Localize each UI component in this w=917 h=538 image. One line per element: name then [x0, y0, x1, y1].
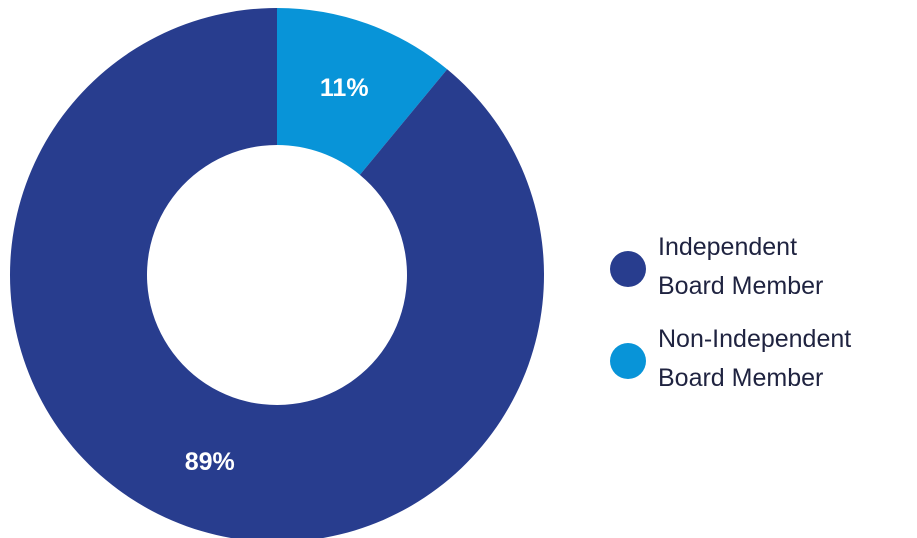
legend-label-independent-line1: Independent — [658, 233, 798, 261]
legend-label-non-independent-line2: Board Member — [658, 364, 824, 392]
chart-legend: Independent Board Member Non-Independent… — [610, 228, 910, 412]
legend-item-non-independent: Non-Independent Board Member — [610, 320, 910, 398]
slice-label-0: 11% — [320, 74, 369, 102]
legend-swatch-independent — [610, 251, 646, 287]
legend-item-independent: Independent Board Member — [610, 228, 910, 306]
donut-slices — [10, 8, 544, 538]
legend-label-independent-line2: Board Member — [658, 272, 824, 300]
slice-label-1: 89% — [185, 448, 235, 476]
legend-swatch-non-independent — [610, 343, 646, 379]
donut-slice-1 — [10, 8, 544, 538]
legend-label-non-independent-line1: Non-Independent — [658, 325, 852, 353]
slice-labels: 11% 89% — [185, 74, 369, 476]
donut-slice-0 — [277, 8, 448, 175]
